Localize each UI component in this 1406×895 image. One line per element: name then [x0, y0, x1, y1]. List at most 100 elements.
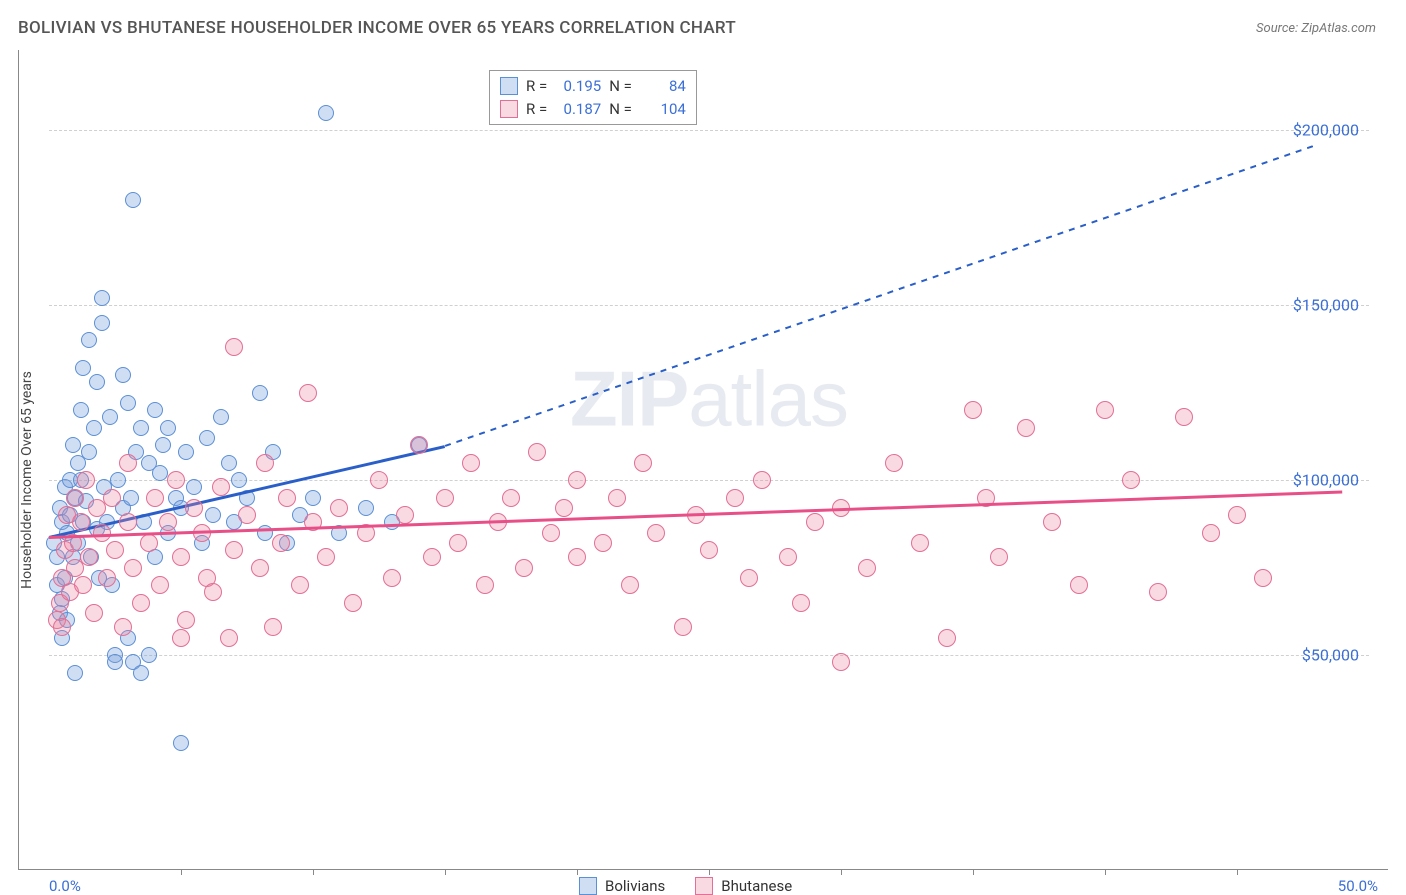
data-point — [152, 465, 168, 481]
data-point — [753, 471, 771, 489]
data-point — [102, 409, 118, 425]
data-point — [88, 499, 106, 517]
r-value-bolivians: 0.195 — [555, 75, 601, 98]
data-point — [75, 360, 91, 376]
data-point — [1096, 401, 1114, 419]
data-point — [318, 105, 334, 121]
data-point — [1122, 471, 1140, 489]
data-point — [172, 629, 190, 647]
data-point — [114, 618, 132, 636]
data-point — [1254, 569, 1272, 587]
data-point — [213, 409, 229, 425]
data-point — [146, 489, 164, 507]
data-point — [72, 513, 90, 531]
data-point — [674, 618, 692, 636]
data-point — [177, 611, 195, 629]
data-point — [476, 576, 494, 594]
data-point — [124, 559, 142, 577]
data-point — [436, 489, 454, 507]
data-point — [740, 569, 758, 587]
data-point — [1228, 506, 1246, 524]
x-tick — [181, 869, 182, 875]
data-point — [81, 444, 97, 460]
data-point — [647, 524, 665, 542]
data-point — [185, 499, 203, 517]
data-point — [305, 490, 321, 506]
data-point — [291, 576, 309, 594]
data-point — [80, 548, 98, 566]
x-tick — [973, 869, 974, 875]
data-point — [272, 534, 290, 552]
data-point — [568, 471, 586, 489]
data-point — [85, 604, 103, 622]
data-point — [726, 489, 744, 507]
data-point — [120, 395, 136, 411]
data-point — [964, 401, 982, 419]
data-point — [133, 420, 149, 436]
data-point — [133, 665, 149, 681]
gridline — [49, 130, 1369, 131]
data-point — [110, 472, 126, 488]
n-value-bhutanese: 104 — [640, 98, 686, 121]
data-point — [256, 454, 274, 472]
n-label: N = — [609, 75, 632, 98]
y-axis-label: Householder Income Over 65 years — [19, 371, 35, 589]
data-point — [74, 576, 92, 594]
legend-swatch-bhutanese — [695, 877, 713, 895]
y-tick-label: $200,000 — [1293, 121, 1359, 140]
data-point — [1149, 583, 1167, 601]
data-point — [199, 430, 215, 446]
legend-swatch-bolivians — [579, 877, 597, 895]
data-point — [1043, 513, 1061, 531]
data-point — [257, 525, 273, 541]
n-value-bolivians: 84 — [640, 75, 686, 98]
watermark-atlas: atlas — [688, 354, 848, 442]
trend-line — [445, 144, 1317, 446]
data-point — [106, 541, 124, 559]
data-point — [938, 629, 956, 647]
chart-container: Householder Income Over 65 years ZIPatla… — [18, 50, 1388, 870]
data-point — [53, 618, 71, 636]
data-point — [542, 524, 560, 542]
data-point — [806, 513, 824, 531]
data-point — [140, 534, 158, 552]
data-point — [225, 338, 243, 356]
data-point — [77, 471, 95, 489]
data-point — [86, 420, 102, 436]
data-point — [65, 437, 81, 453]
x-axis-min-label: 0.0% — [49, 877, 81, 895]
x-tick — [709, 869, 710, 875]
y-tick-label: $50,000 — [1302, 646, 1359, 665]
data-point — [700, 541, 718, 559]
y-tick-label: $100,000 — [1293, 471, 1359, 490]
data-point — [93, 524, 111, 542]
stats-row-bhutanese: R = 0.187 N = 104 — [500, 98, 686, 121]
data-point — [621, 576, 639, 594]
data-point — [147, 402, 163, 418]
data-point — [221, 455, 237, 471]
data-point — [502, 489, 520, 507]
data-point — [66, 489, 84, 507]
plot-area: ZIPatlas R = 0.195 N = 84 R = 0.187 N = … — [49, 60, 1369, 830]
n-label: N = — [609, 98, 632, 121]
data-point — [205, 507, 221, 523]
data-point — [1070, 576, 1088, 594]
data-point — [634, 454, 652, 472]
data-point — [515, 559, 533, 577]
x-tick — [841, 869, 842, 875]
x-tick — [1105, 869, 1106, 875]
data-point — [911, 534, 929, 552]
data-point — [396, 506, 414, 524]
data-point — [317, 548, 335, 566]
data-point — [98, 569, 116, 587]
data-point — [792, 594, 810, 612]
data-point — [119, 513, 137, 531]
data-point — [212, 478, 230, 496]
data-point — [410, 436, 428, 454]
data-point — [594, 534, 612, 552]
legend-item-bhutanese: Bhutanese — [695, 877, 792, 895]
data-point — [115, 367, 131, 383]
data-point — [89, 374, 105, 390]
data-point — [1202, 524, 1220, 542]
x-tick — [1237, 869, 1238, 875]
